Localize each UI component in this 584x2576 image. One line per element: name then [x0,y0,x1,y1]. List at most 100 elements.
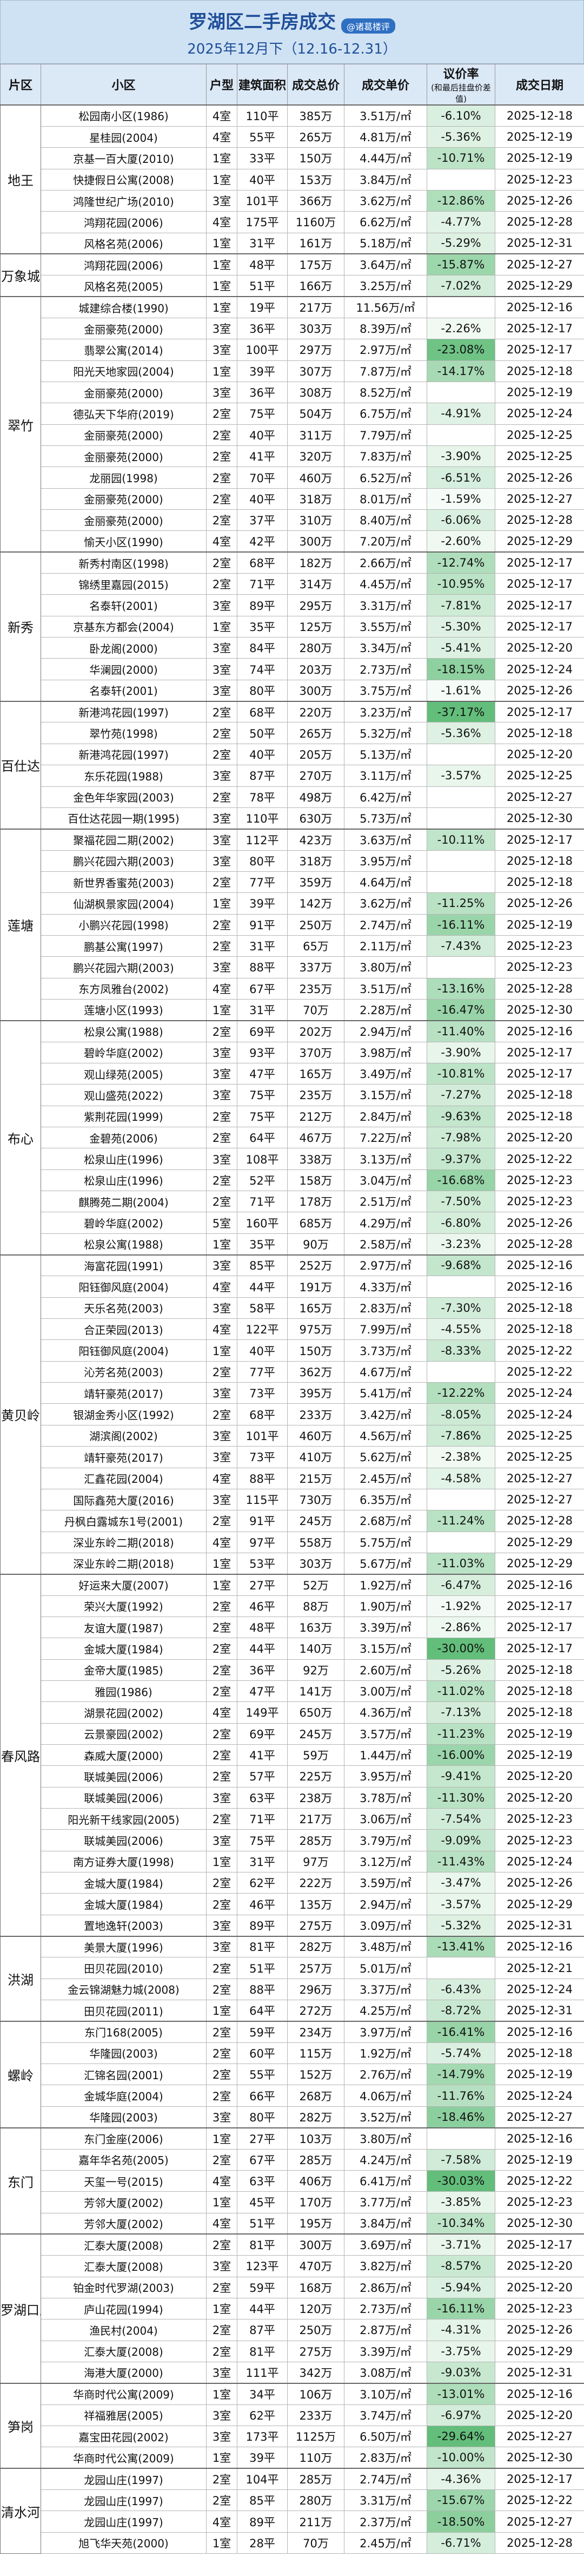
area: 51平 [237,2212,288,2235]
total-price: 297万 [287,339,344,361]
table-row: 华澜园(2000) 3室 74平 203万 2.73万/㎡ -18.15% 2025-12-… [1,658,584,680]
table-row: 观山绿苑(2005) 3室 47平 165万 3.49万/㎡ -10.81% 2025-12… [1,1062,584,1085]
unit-price: 2.51万/㎡ [344,1191,427,1213]
deal-date: 2025-12-20 [495,743,584,766]
unit-price: 3.12万/㎡ [344,1850,427,1873]
unit-price: 3.98万/㎡ [344,1041,427,1063]
layout: 2室 [206,1893,237,1915]
column-note: (和最后挂盘价差值) [431,83,491,104]
table-row: 愉天小区(1990) 4室 42平 300万 7.20万/㎡ -2.60% 2025-12-… [1,530,584,553]
deal-date: 2025-12-23 [495,1169,584,1192]
total-price: 142万 [287,892,344,915]
deal-date: 2025-12-23 [495,1191,584,1213]
unit-price: 5.32万/㎡ [344,722,427,744]
unit-price: 8.39万/㎡ [344,317,427,340]
bargain-rate [427,850,495,872]
table-row: 金云锦湖魅力城(2008) 2室 88平 296万 3.37万/㎡ -6.43% 2025-… [1,1978,584,2001]
layout: 2室 [206,573,237,595]
total-price: 275万 [287,1914,344,1937]
area: 40平 [237,488,288,510]
area: 81平 [237,2340,288,2362]
bargain-rate: -14.17% [427,360,495,382]
community: 紫荆花园(1999) [41,1105,207,1128]
table-row: 观山盛苑(2022) 3室 75平 235万 3.15万/㎡ -7.27% 2025-12-… [1,1084,584,1106]
community: 靖轩豪苑(2017) [41,1446,207,1468]
community: 京基东方都会(2004) [41,615,207,638]
unit-price: 2.73万/㎡ [344,2297,427,2320]
table-row: 天乐名苑(2003) 3室 58平 165万 2.83万/㎡ -7.30% 2025-12-… [1,1297,584,1319]
bargain-rate [427,871,495,893]
bargain-rate [427,1488,495,1511]
deal-date: 2025-12-17 [495,1616,584,1639]
layout: 2室 [206,2233,237,2256]
layout: 3室 [206,2425,237,2448]
deal-date: 2025-12-20 [495,2255,584,2277]
table-row: 翠竹苑(1998) 2室 50平 265万 5.32万/㎡ -5.36% 2025-12-1… [1,722,584,744]
total-price: 166万 [287,275,344,297]
unit-price: 2.87万/㎡ [344,2319,427,2341]
bargain-rate: -9.63% [427,1105,495,1128]
community: 京基一百大厦(2010) [41,147,207,169]
table-row: 汇锦名园(2001) 2室 55平 152万 2.76万/㎡ -14.79% 2025-12… [1,2064,584,2086]
district: 布心 [0,1020,41,1256]
table-row: 嘉宝田花园(2002) 3室 173平 1125万 6.50万/㎡ -29.64% 2025… [1,2425,584,2448]
layout: 3室 [206,1062,237,1085]
community: 友谊大厦(1987) [41,1616,207,1639]
total-price: 303万 [287,1552,344,1575]
layout: 1室 [206,2297,237,2320]
community: 名泰轩(2001) [41,679,207,702]
table-row: 金丽豪苑(2000) 3室 36平 303万 8.39万/㎡ -2.26% 2025-12-… [1,317,584,340]
unit-price: 7.22万/㎡ [344,1126,427,1149]
area: 68平 [237,1403,288,1425]
total-price: 410万 [287,1446,344,1468]
total-price: 211万 [287,2511,344,2533]
layout: 4室 [206,126,237,148]
community: 阳光新干线家园(2005) [41,1808,207,1830]
community: 龙园山庄(1997) [41,2511,207,2533]
area: 81平 [237,2233,288,2256]
area: 39平 [237,892,288,915]
unit-price: 4.67万/㎡ [344,1361,427,1383]
area: 55平 [237,126,288,148]
bargain-rate: -5.36% [427,722,495,744]
layout: 2室 [206,466,237,489]
layout: 2室 [206,722,237,744]
unit-price: 2.60万/㎡ [344,1659,427,1681]
total-price: 238万 [287,1786,344,1809]
area: 40平 [237,168,288,190]
community: 仙湖枫景家园(2004) [41,892,207,915]
community: 松泉公寓(1988) [41,1233,207,1256]
table-row: 湖景花园(2002) 4室 149平 650万 4.36万/㎡ -7.13% 2025-12… [1,1701,584,1724]
table-row: 金帝大厦(1985) 2室 36平 92万 2.60万/㎡ -5.26% 2025-12-1… [1,1659,584,1681]
layout: 2室 [206,1744,237,1766]
total-price: 245万 [287,1723,344,1745]
total-price: 70万 [287,2532,344,2554]
table-row: 洪湖 美景大厦(1996) 3室 81平 282万 3.48万/㎡ -13.41% 2025-… [0,1935,584,2022]
bargain-rate: -4.58% [427,1467,495,1489]
community: 天乐名苑(2003) [41,1297,207,1319]
bargain-rate: -16.68% [427,1169,495,1192]
deal-date: 2025-12-23 [495,935,584,957]
area: 69平 [237,1020,288,1042]
unit-price: 3.80万/㎡ [344,2127,427,2150]
district: 清水河 [0,2468,41,2554]
unit-price: 2.74万/㎡ [344,914,427,936]
community: 海港大厦(2000) [41,2361,207,2384]
community: 东乐花园(1988) [41,765,207,787]
deal-date: 2025-12-31 [495,232,584,254]
community: 联城美园(2006) [41,1829,207,1851]
unit-price: 3.09万/㎡ [344,1914,427,1937]
bargain-rate: -1.59% [427,488,495,510]
area: 51平 [237,275,288,297]
total-price: 366万 [287,189,344,212]
bargain-rate: -9.41% [427,1765,495,1788]
bargain-rate: -29.64% [427,2425,495,2448]
layout: 1室 [206,2000,237,2022]
area: 115平 [237,1488,288,1511]
total-price: 730万 [287,1488,344,1511]
layout: 1室 [206,892,237,915]
deal-date: 2025-12-29 [495,1531,584,1553]
area: 44平 [237,1276,288,1298]
layout: 3室 [206,2404,237,2426]
total-price: 233万 [287,1403,344,1425]
